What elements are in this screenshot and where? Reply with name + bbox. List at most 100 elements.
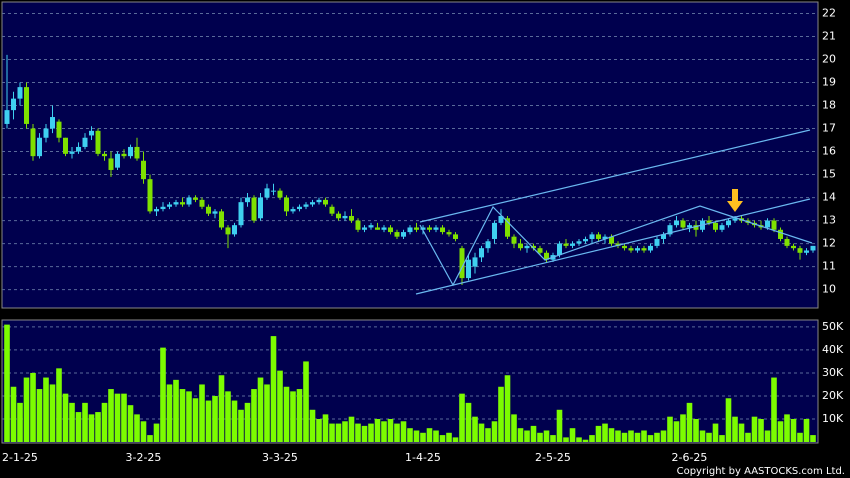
lower-channel bbox=[415, 198, 811, 295]
x-tick-label: 3-2-25 bbox=[126, 451, 162, 464]
volume-bar bbox=[686, 402, 693, 442]
candle-body bbox=[407, 227, 413, 233]
volume-bar bbox=[244, 402, 251, 442]
volume-bar bbox=[537, 432, 543, 442]
candle-body bbox=[11, 98, 16, 111]
volume-bar bbox=[530, 425, 537, 442]
candle-body bbox=[297, 206, 302, 210]
candle-body bbox=[212, 211, 218, 214]
volume-bar bbox=[231, 400, 238, 442]
candle-body bbox=[160, 206, 166, 210]
volume-bar bbox=[199, 384, 205, 442]
volume-bar bbox=[647, 435, 654, 442]
volume-bar bbox=[439, 435, 446, 442]
volume-bar bbox=[446, 432, 452, 442]
volume-bar bbox=[342, 421, 348, 442]
candle-body bbox=[511, 236, 517, 244]
volume-bar bbox=[368, 423, 374, 442]
volume-bar bbox=[465, 402, 472, 442]
candle-body bbox=[706, 220, 712, 223]
candle-body bbox=[349, 215, 354, 221]
volume-bar bbox=[283, 386, 290, 442]
volume-bar bbox=[498, 386, 504, 442]
y-tick-label: 21 bbox=[822, 30, 836, 43]
volume-bar bbox=[751, 416, 758, 442]
volume-bar bbox=[472, 416, 478, 442]
candle-body bbox=[563, 243, 569, 246]
candle-body bbox=[602, 236, 608, 239]
candle-body bbox=[557, 243, 562, 256]
candle-body bbox=[472, 257, 478, 267]
volume-bar bbox=[387, 418, 394, 442]
candle-body bbox=[115, 153, 120, 168]
volume-bar bbox=[322, 414, 329, 442]
volume-bar bbox=[680, 414, 686, 442]
volume-bar bbox=[413, 430, 420, 442]
candle-body bbox=[147, 179, 153, 212]
volume-bar bbox=[36, 389, 43, 442]
candle-body bbox=[414, 227, 419, 230]
candle-body bbox=[791, 245, 796, 249]
volume-bar bbox=[75, 412, 82, 442]
candle-body bbox=[394, 232, 400, 237]
y-tick-label: 19 bbox=[822, 76, 836, 89]
volume-bar bbox=[803, 418, 810, 442]
volume-bar bbox=[218, 375, 225, 442]
candle-body bbox=[121, 153, 127, 157]
candle-body bbox=[43, 128, 49, 138]
volume-bar bbox=[335, 423, 342, 442]
volume-bar bbox=[290, 391, 296, 442]
volume-bar bbox=[621, 432, 628, 442]
candle-body bbox=[518, 243, 523, 249]
candle-body bbox=[797, 248, 803, 253]
candle-body bbox=[141, 160, 146, 180]
volume-bar bbox=[556, 409, 563, 442]
volume-bar bbox=[101, 402, 108, 442]
candle-body bbox=[108, 158, 114, 170]
candle-body bbox=[329, 206, 335, 214]
candle-body bbox=[778, 229, 783, 239]
volume-bar bbox=[56, 368, 62, 442]
x-tick-label: 2-1-25 bbox=[2, 451, 38, 464]
volume-bar bbox=[251, 389, 257, 442]
candle-body bbox=[388, 227, 393, 233]
candle-body bbox=[375, 227, 380, 230]
volume-bar bbox=[602, 423, 608, 442]
candle-body bbox=[134, 146, 140, 159]
volume-bar bbox=[608, 428, 615, 442]
trend-lines bbox=[415, 129, 813, 295]
candle-body bbox=[784, 238, 790, 246]
volume-bar bbox=[738, 423, 745, 442]
volume-bar bbox=[758, 418, 764, 442]
candle-body bbox=[362, 227, 367, 230]
volume-bar bbox=[699, 430, 706, 442]
volume-bar bbox=[706, 432, 712, 442]
candle-body bbox=[381, 227, 387, 230]
candle-body bbox=[693, 225, 699, 230]
y-tick-label: 14 bbox=[822, 191, 836, 204]
volume-bar bbox=[374, 418, 381, 442]
volume-bar bbox=[634, 432, 641, 442]
volume-bar bbox=[420, 432, 426, 442]
candle-body bbox=[719, 225, 725, 230]
x-tick-label: 2-5-25 bbox=[535, 451, 571, 464]
volume-bar bbox=[381, 421, 387, 442]
volume-bar bbox=[43, 377, 49, 442]
volume-bar bbox=[4, 324, 10, 442]
y-tick-label: 11 bbox=[822, 260, 836, 273]
volume-bar bbox=[361, 425, 368, 442]
candle-body bbox=[531, 245, 536, 249]
volume-bar bbox=[303, 361, 309, 442]
x-tick-label: 2-6-25 bbox=[672, 451, 708, 464]
candle-body bbox=[661, 234, 666, 239]
volume-bar bbox=[23, 377, 30, 442]
volume-bar bbox=[69, 402, 75, 442]
volume-bar bbox=[615, 430, 621, 442]
candle-body bbox=[238, 202, 244, 226]
candle-body bbox=[654, 238, 660, 246]
volume-bar bbox=[511, 414, 517, 442]
candle-body bbox=[641, 248, 647, 251]
volume-bar bbox=[173, 379, 179, 442]
candle-body bbox=[284, 197, 289, 212]
candle-body bbox=[37, 137, 42, 157]
